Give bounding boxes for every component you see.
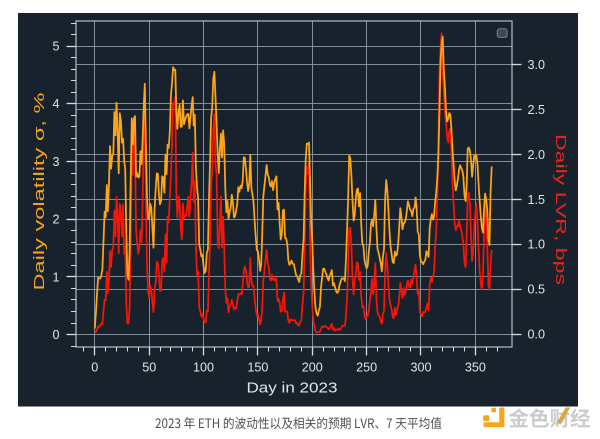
svg-text:100: 100	[193, 360, 214, 374]
svg-text:3: 3	[52, 155, 59, 169]
svg-text:2.0: 2.0	[528, 148, 546, 162]
svg-text:4: 4	[52, 97, 59, 111]
svg-text:0: 0	[52, 328, 59, 342]
svg-text:Daily volatility σ, %: Daily volatility σ, %	[31, 93, 48, 291]
svg-text:2: 2	[52, 213, 59, 227]
svg-text:Day in 2023: Day in 2023	[247, 380, 338, 397]
svg-text:50: 50	[142, 360, 156, 374]
svg-text:350: 350	[465, 360, 486, 374]
svg-text:0.5: 0.5	[528, 283, 546, 297]
svg-text:0: 0	[91, 360, 98, 374]
svg-text:1: 1	[52, 270, 59, 284]
svg-text:300: 300	[410, 360, 431, 374]
svg-text:3.0: 3.0	[528, 58, 546, 72]
svg-text:5: 5	[52, 40, 59, 54]
svg-text:2.5: 2.5	[528, 103, 546, 117]
svg-text:0.0: 0.0	[528, 327, 546, 341]
svg-text:1.5: 1.5	[528, 193, 546, 207]
svg-text:250: 250	[356, 360, 377, 374]
svg-text:Daily LVR, bps: Daily LVR, bps	[552, 134, 569, 285]
svg-text:150: 150	[247, 360, 268, 374]
svg-text:200: 200	[302, 360, 323, 374]
svg-text:1.0: 1.0	[528, 238, 546, 252]
